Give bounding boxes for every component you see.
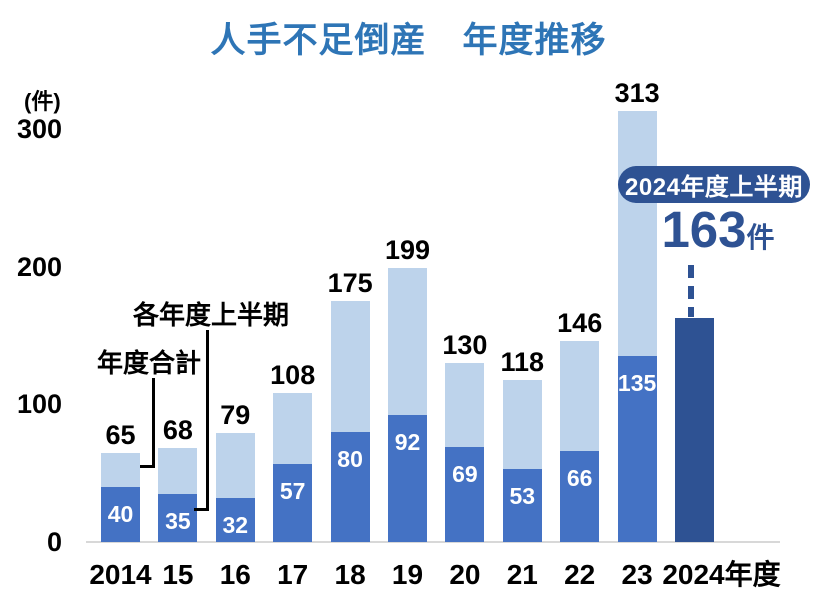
- data-label-half-17: 57: [279, 477, 306, 504]
- bar-half-21: [502, 469, 542, 542]
- bar-half-2014: [101, 486, 140, 542]
- data-label-half-23: 135: [617, 370, 657, 397]
- x-label-2014: 2014: [89, 559, 152, 590]
- annotation-value-2024: 163件: [648, 204, 788, 256]
- y-tick-100: 100: [16, 389, 62, 420]
- data-label-total-20: 130: [442, 330, 488, 360]
- bar-half-19: [388, 415, 427, 542]
- data-label-total-23: 313: [614, 78, 660, 108]
- chart-title: 人手不足倒産 年度推移: [210, 21, 607, 60]
- data-label-total-15: 68: [162, 415, 193, 446]
- callout-total-leader-line-horizontal: [140, 465, 155, 468]
- x-axis-line: [86, 541, 780, 543]
- x-label-16: 16: [219, 559, 251, 590]
- data-label-half-2014: 40: [107, 500, 134, 527]
- data-label-half-20: 69: [452, 461, 478, 487]
- x-label-20: 20: [449, 559, 481, 590]
- data-label-total-17: 108: [270, 360, 316, 391]
- x-label-23: 23: [621, 559, 653, 590]
- callout-half-label: 各年度上半期: [133, 300, 290, 330]
- annotation-value-unit: 件: [746, 222, 775, 253]
- bar-half-18: [330, 431, 370, 542]
- y-tick-300: 300: [16, 113, 62, 144]
- x-label-18: 18: [334, 559, 366, 590]
- data-label-total-2014: 65: [105, 419, 136, 450]
- data-label-total-21: 118: [500, 346, 545, 377]
- x-label-19: 19: [391, 559, 424, 590]
- data-label-half-19: 92: [394, 429, 421, 456]
- bar-half-20: [445, 447, 485, 542]
- data-label-half-16: 32: [222, 511, 249, 538]
- x-label-15: 15: [162, 559, 194, 590]
- bar-half-22: [560, 451, 600, 542]
- x-label-17: 17: [277, 559, 309, 590]
- x-label-21: 21: [506, 559, 538, 590]
- data-label-half-18: 80: [337, 445, 363, 472]
- data-label-total-18: 175: [327, 268, 373, 298]
- data-label-half-21: 53: [509, 483, 536, 509]
- data-label-total-22: 146: [557, 308, 603, 338]
- callout-total-leader-line-vertical: [152, 378, 155, 468]
- bar-half-23: [617, 356, 657, 542]
- bar-half-17: [273, 463, 313, 542]
- callout-total-label: 年度合計: [97, 348, 202, 378]
- callout-half-leader-line-horizontal: [194, 508, 209, 511]
- y-axis-unit-label: (件): [24, 89, 61, 114]
- x-label-2024年度: 2024年度: [662, 559, 781, 590]
- x-label-22: 22: [564, 559, 596, 590]
- data-label-total-16: 79: [220, 400, 251, 431]
- bar-half-2024年度: [675, 317, 714, 542]
- data-label-half-15: 35: [165, 507, 191, 534]
- bar-half-15: [158, 493, 198, 542]
- bar-half-16: [215, 497, 255, 542]
- annotation-badge-2024: 2024年度上半期: [618, 166, 810, 203]
- annotation-value-number: 163: [661, 201, 747, 258]
- y-tick-0: 0: [46, 527, 62, 557]
- data-label-half-22: 66: [566, 465, 593, 492]
- y-tick-200: 200: [16, 251, 62, 282]
- callout-half-leader-line-vertical: [206, 330, 209, 511]
- annotation-dashed-line: [688, 265, 694, 317]
- data-label-total-19: 199: [384, 235, 431, 265]
